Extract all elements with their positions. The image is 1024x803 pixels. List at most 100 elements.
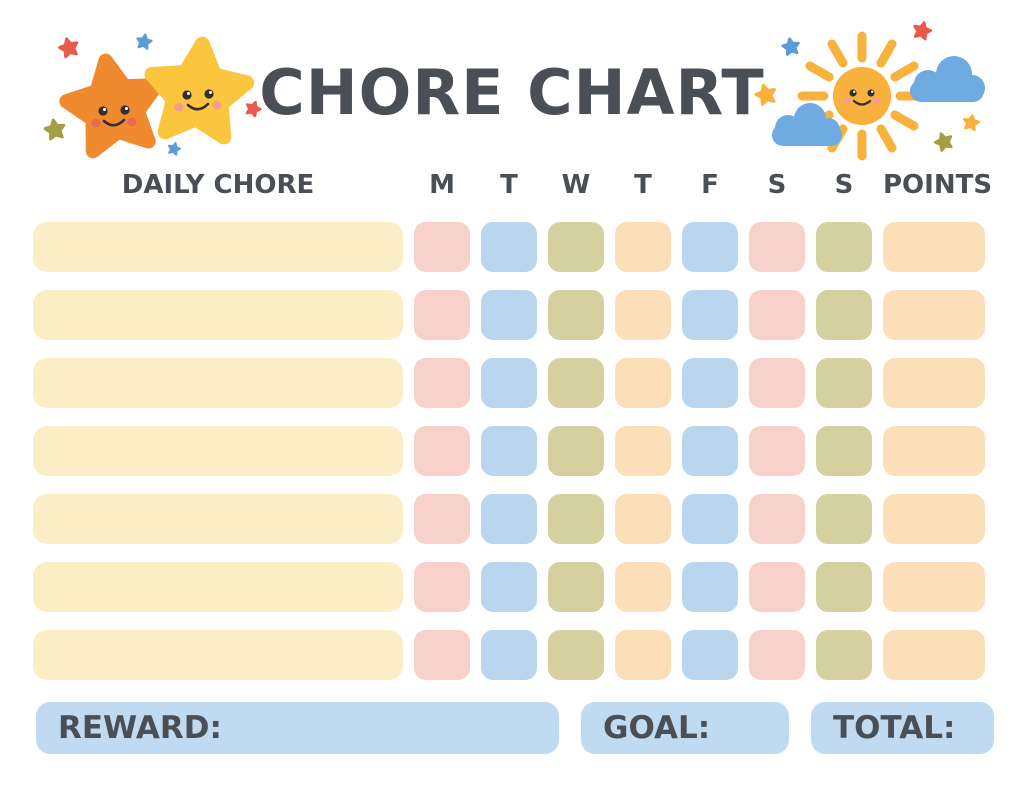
table-row — [33, 222, 985, 272]
table-row — [33, 426, 985, 476]
goal-label: GOAL: — [603, 710, 711, 746]
day-cell[interactable] — [682, 494, 738, 544]
day-cell[interactable] — [816, 222, 872, 272]
day-cell[interactable] — [749, 426, 805, 476]
column-header-day-tue: T — [500, 170, 518, 200]
yellow-star-icon — [147, 40, 250, 138]
sparkle-star-icon — [910, 19, 934, 42]
day-cell[interactable] — [615, 222, 671, 272]
day-cell[interactable] — [548, 630, 604, 680]
total-field[interactable]: TOTAL: — [811, 702, 994, 754]
day-cell[interactable] — [615, 630, 671, 680]
day-cell[interactable] — [749, 562, 805, 612]
points-cell[interactable] — [883, 426, 985, 476]
table-row — [33, 358, 985, 408]
day-cell[interactable] — [414, 358, 470, 408]
sparkle-star-icon — [780, 35, 802, 57]
day-cell[interactable] — [682, 630, 738, 680]
table-header: DAILY CHORE M T W T F S S POINTS — [33, 170, 993, 201]
day-cell[interactable] — [749, 290, 805, 340]
reward-field[interactable]: REWARD: — [36, 702, 559, 754]
day-cell[interactable] — [682, 290, 738, 340]
day-cell[interactable] — [481, 358, 537, 408]
day-cell[interactable] — [548, 358, 604, 408]
day-cell[interactable] — [816, 290, 872, 340]
sparkle-star-icon — [134, 32, 154, 51]
day-cell[interactable] — [481, 630, 537, 680]
table-row — [33, 494, 985, 544]
chore-name-field[interactable] — [33, 358, 403, 408]
sparkle-star-icon — [931, 129, 956, 153]
day-cell[interactable] — [615, 494, 671, 544]
sun-face — [843, 89, 881, 106]
table-row — [33, 630, 985, 680]
chore-name-field[interactable] — [33, 562, 403, 612]
day-cell[interactable] — [481, 562, 537, 612]
reward-label: REWARD: — [58, 710, 222, 746]
points-cell[interactable] — [883, 290, 985, 340]
table-row — [33, 562, 985, 612]
day-cell[interactable] — [414, 222, 470, 272]
day-cell[interactable] — [548, 222, 604, 272]
day-cell[interactable] — [414, 562, 470, 612]
sparkle-star-icon — [166, 140, 183, 157]
day-cell[interactable] — [615, 562, 671, 612]
day-cell[interactable] — [749, 630, 805, 680]
cloud-icon — [910, 56, 985, 102]
column-header-day-sat: S — [767, 170, 787, 200]
goal-field[interactable]: GOAL: — [581, 702, 789, 754]
column-header-day-fri: F — [701, 170, 719, 200]
day-cell[interactable] — [816, 494, 872, 544]
chore-name-field[interactable] — [33, 290, 403, 340]
points-cell[interactable] — [883, 494, 985, 544]
day-cell[interactable] — [682, 562, 738, 612]
day-cell[interactable] — [414, 426, 470, 476]
day-cell[interactable] — [816, 562, 872, 612]
table-row — [33, 290, 985, 340]
day-cell[interactable] — [749, 222, 805, 272]
day-cell[interactable] — [481, 290, 537, 340]
day-cell[interactable] — [548, 494, 604, 544]
day-cell[interactable] — [548, 290, 604, 340]
chore-name-field[interactable] — [33, 494, 403, 544]
day-cell[interactable] — [749, 358, 805, 408]
day-cell[interactable] — [414, 494, 470, 544]
day-cell[interactable] — [615, 358, 671, 408]
sparkle-star-icon — [56, 35, 82, 60]
day-cell[interactable] — [682, 358, 738, 408]
day-cell[interactable] — [548, 426, 604, 476]
day-cell[interactable] — [481, 426, 537, 476]
points-cell[interactable] — [883, 222, 985, 272]
day-cell[interactable] — [816, 630, 872, 680]
chore-name-field[interactable] — [33, 426, 403, 476]
column-header-day-wed: W — [561, 170, 591, 200]
points-cell[interactable] — [883, 358, 985, 408]
day-cell[interactable] — [481, 494, 537, 544]
day-cell[interactable] — [615, 290, 671, 340]
day-cell[interactable] — [414, 290, 470, 340]
column-header-points: POINTS — [883, 170, 993, 200]
day-cell[interactable] — [749, 494, 805, 544]
column-header-day-mon: M — [429, 170, 455, 200]
stars-decoration — [42, 32, 264, 172]
day-cell[interactable] — [548, 562, 604, 612]
day-cell[interactable] — [414, 630, 470, 680]
day-cell[interactable] — [816, 358, 872, 408]
sparkle-star-icon — [961, 112, 981, 132]
day-cell[interactable] — [481, 222, 537, 272]
day-cell[interactable] — [615, 426, 671, 476]
points-cell[interactable] — [883, 562, 985, 612]
column-header-daily-chore: DAILY CHORE — [121, 170, 315, 200]
chore-name-field[interactable] — [33, 222, 403, 272]
star-face — [91, 105, 137, 128]
points-cell[interactable] — [883, 630, 985, 680]
day-cell[interactable] — [816, 426, 872, 476]
sparkle-star-icon — [752, 81, 779, 107]
star-face — [174, 89, 222, 112]
column-header-day-sun: S — [834, 170, 854, 200]
chore-name-field[interactable] — [33, 630, 403, 680]
day-cell[interactable] — [682, 426, 738, 476]
day-cell[interactable] — [682, 222, 738, 272]
sun-clouds-decoration — [752, 19, 985, 161]
cloud-icon — [772, 103, 842, 146]
